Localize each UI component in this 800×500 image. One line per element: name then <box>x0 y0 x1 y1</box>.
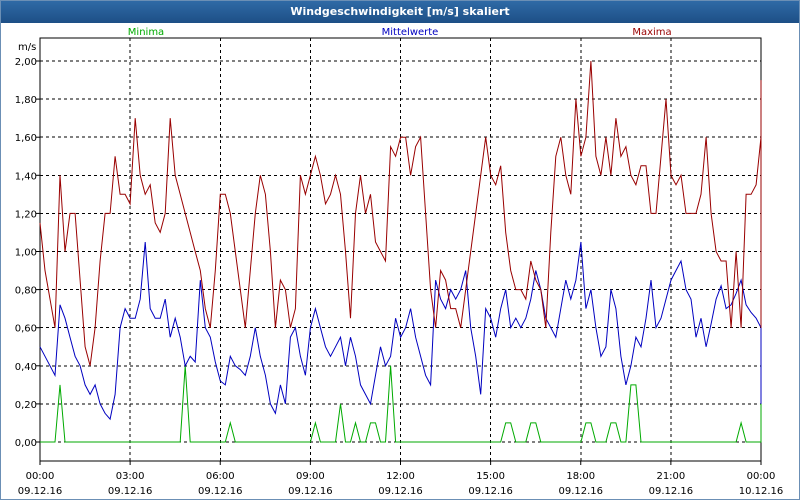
x-tick-date: 10.12.16 <box>739 486 784 497</box>
y-tick-label: 1,00 <box>15 248 37 259</box>
x-tick-time: 09:00 <box>296 471 325 482</box>
x-tick-date: 09.12.16 <box>288 486 333 497</box>
series-line-minima <box>40 327 762 443</box>
x-tick-date: 09.12.16 <box>18 486 63 497</box>
series-lines <box>39 60 762 443</box>
x-tick-date: 09.12.16 <box>378 486 423 497</box>
y-tick-label: 0,60 <box>15 324 37 335</box>
y-tick-label: 0,80 <box>15 286 37 297</box>
x-tick-time: 06:00 <box>206 471 235 482</box>
x-tick-date: 09.12.16 <box>649 486 694 497</box>
x-tick-time: 15:00 <box>476 471 505 482</box>
y-tick-label: 0,40 <box>15 362 37 373</box>
x-tick-date: 09.12.16 <box>198 486 243 497</box>
series-line-mittelwerte <box>39 241 762 421</box>
x-tick-time: 00:00 <box>26 471 55 482</box>
y-tick-label: 1,40 <box>15 171 37 182</box>
x-axis-ticks: 00:00 09.12.16 03:00 09.12.16 06:00 09.12.16 0… <box>18 461 784 497</box>
legend-entry-minima: Minima <box>128 27 164 38</box>
chart-title: Windgeschwindigkeit [m/s] skaliert <box>1 1 799 23</box>
y-tick-label: 0,00 <box>15 438 37 449</box>
y-tick-label: 1,60 <box>15 133 37 144</box>
series-line-maxima <box>39 60 762 366</box>
y-axis-label: m/s <box>18 42 36 53</box>
y-tick-label: 2,00 <box>15 57 37 68</box>
x-tick-time: 00:00 <box>747 471 776 482</box>
x-tick-date: 09.12.16 <box>558 486 603 497</box>
legend-entry-mittelwerte: Mittelwerte <box>382 27 439 38</box>
y-tick-label: 1,80 <box>15 95 37 106</box>
x-tick-date: 09.12.16 <box>108 486 153 497</box>
x-tick-time: 03:00 <box>116 471 145 482</box>
x-tick-date: 09.12.16 <box>468 486 513 497</box>
x-tick-time: 12:00 <box>386 471 415 482</box>
x-tick-time: 21:00 <box>656 471 685 482</box>
x-tick-time: 18:00 <box>566 471 595 482</box>
y-tick-label: 1,20 <box>15 209 37 220</box>
y-tick-label: 0,20 <box>15 400 37 411</box>
legend-entry-maxima: Maxima <box>632 27 671 38</box>
legend: Minima Mittelwerte Maxima <box>128 27 672 38</box>
y-axis-ticks: 0,00 0,20 0,40 0,60 0,80 1,00 1,20 1,40 1,60 1,80… <box>15 57 40 449</box>
